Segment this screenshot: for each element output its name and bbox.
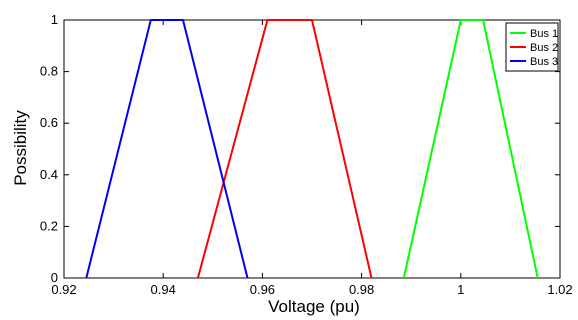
y-tick-label: 0.4	[40, 167, 58, 182]
x-tick-label: 1.02	[547, 282, 572, 297]
y-tick-label: 0.6	[40, 115, 58, 130]
x-tick-label: 1	[457, 282, 464, 297]
x-tick-label: 0.96	[250, 282, 275, 297]
series-line-bus-1	[402, 19, 539, 279]
y-tick-label: 1	[51, 12, 58, 27]
series-line-bus-3	[85, 19, 249, 279]
x-tick-label: 0.98	[349, 282, 374, 297]
plot-frame	[63, 19, 561, 279]
axes: 0.92 0.94 0.96 0.98 1 1.02 0 0.2 0.4 0.6 0.8 1	[40, 12, 573, 297]
x-tick-label: 0.94	[151, 282, 176, 297]
y-tick-label: 0.8	[40, 64, 58, 79]
series-lines	[85, 19, 539, 279]
y-tick-label: 0	[51, 270, 58, 285]
x-axis-label: Voltage (pu)	[268, 297, 360, 316]
y-tick-label: 0.2	[40, 218, 58, 233]
x-tick-label: 0.92	[51, 282, 76, 297]
legend-label: Bus 1	[530, 28, 558, 40]
series-line-bus-2	[196, 19, 373, 279]
y-axis-label: Possibility	[11, 110, 30, 186]
legend-label: Bus 2	[530, 42, 558, 54]
legend: Bus 1 Bus 2 Bus 3	[505, 22, 559, 72]
legend-label: Bus 3	[530, 56, 558, 68]
